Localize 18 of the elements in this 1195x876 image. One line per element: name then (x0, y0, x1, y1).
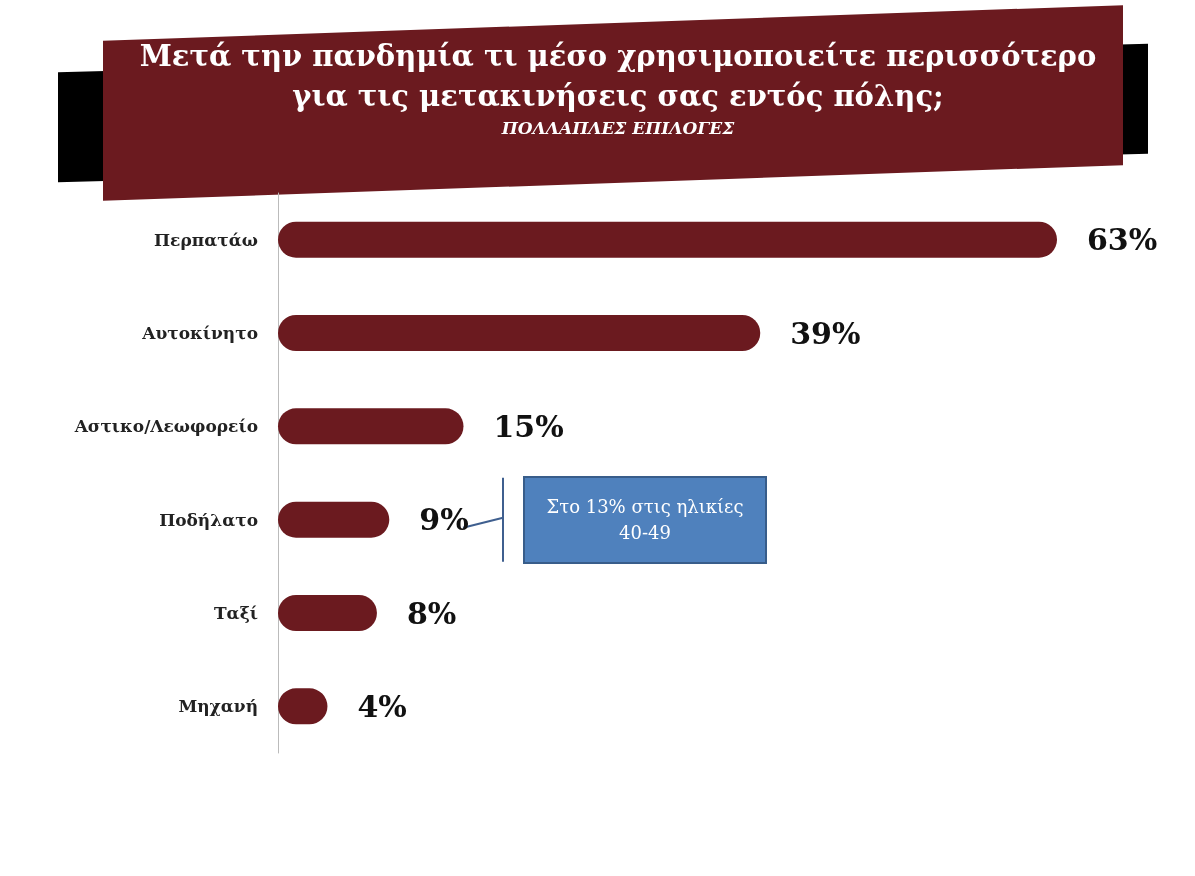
y-tick-label: Αυτοκίνητο (141, 323, 258, 343)
y-tick-label: Ποδήλατο (159, 509, 258, 530)
data-label: 63% (1087, 222, 1158, 258)
data-label: 15% (493, 408, 564, 444)
chart-title: Μετά την πανδημία τι μέσο χρησιμοποιείτε περισσότερο για τις μετακινήσεις σας εντός πόλης; (138, 38, 1098, 115)
bar (278, 221, 1057, 258)
bar (278, 408, 464, 445)
data-label: 9% (419, 502, 469, 538)
data-label: 4% (357, 688, 407, 724)
data-label: 8% (406, 595, 457, 631)
y-tick-label: Ταξί (213, 603, 258, 623)
y-tick-label: Περπατάω (154, 229, 258, 250)
chart-subtitle: ΠΟΛΛΑΠΛΕΣ ΕΠΙΛΟΓΕΣ (500, 118, 736, 138)
data-label: 39% (790, 315, 861, 351)
y-tick-label: Μηχανή (178, 696, 258, 717)
y-tick-label: Αστικο/Λεωφορείο (73, 416, 258, 437)
bar (278, 315, 761, 351)
callout-box: Στο 13% στις ηλικίες 40-49 (523, 475, 767, 564)
